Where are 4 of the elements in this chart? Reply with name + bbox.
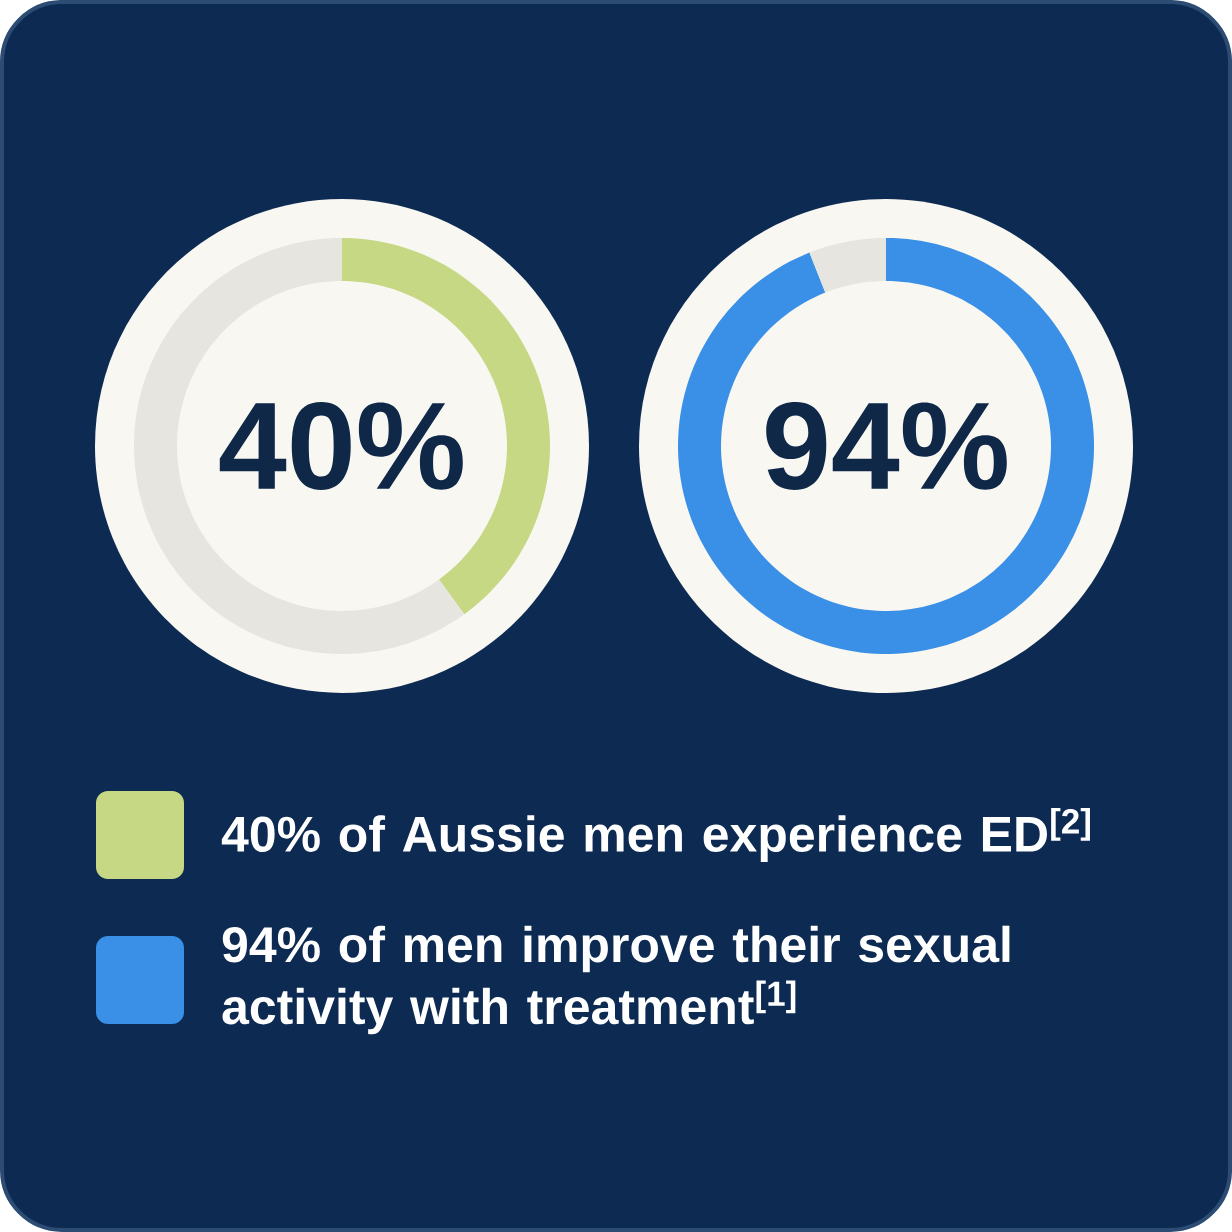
- text: 40%: [219, 402, 463, 490]
- legend-label: 94% of men improve their sexual activity with treatment$^{[1]}$: [222, 925, 1010, 1035]
- legend-label: 40% of Aussie men experience ED$^{[2]}$: [221, 808, 1090, 862]
- text: 94%: [766, 402, 1007, 490]
